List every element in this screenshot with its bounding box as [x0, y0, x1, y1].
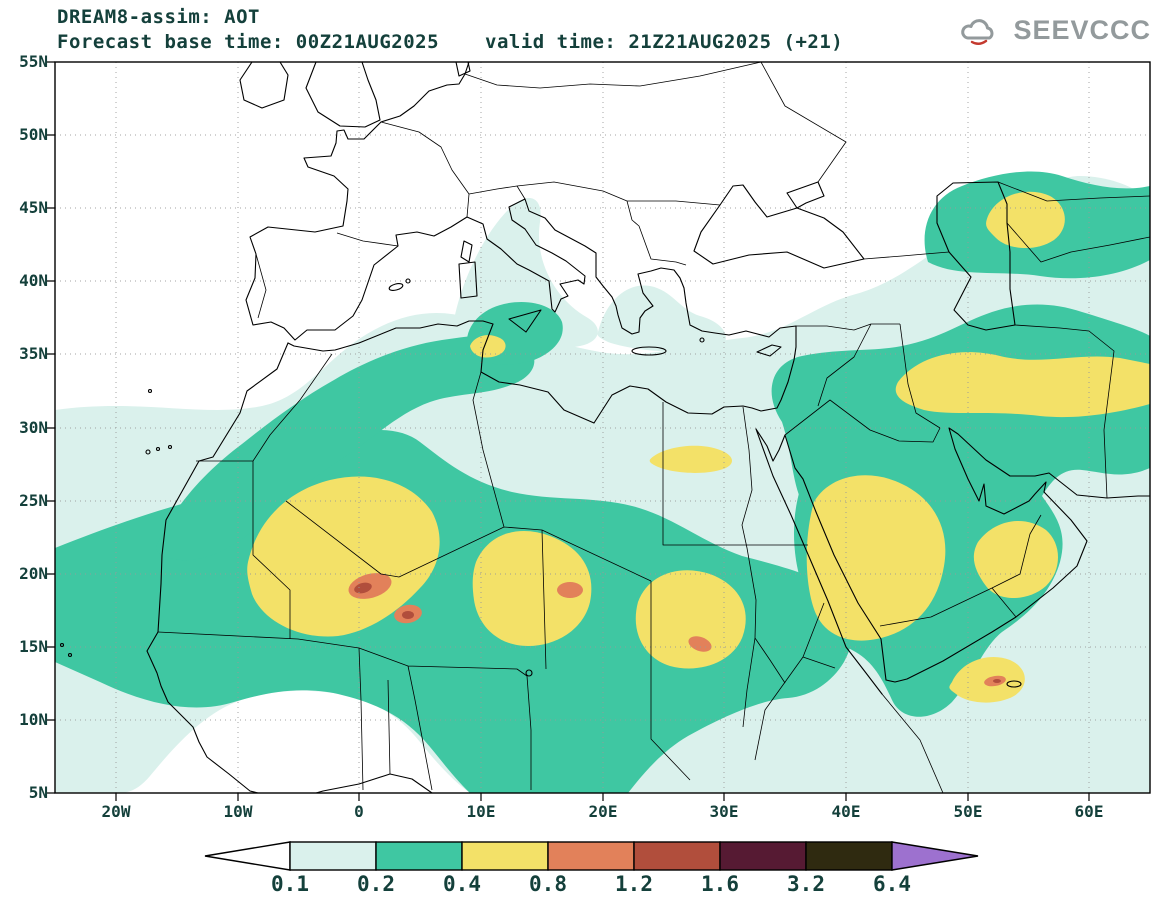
forecast-base-time: Forecast base time: 00Z21AUG2025: [57, 31, 440, 53]
lon-label: 50E: [953, 802, 983, 821]
lat-label: 15N: [19, 637, 48, 656]
lon-label: 10E: [466, 802, 496, 821]
colorbar-label: 0.8: [529, 872, 567, 896]
lat-label: 45N: [19, 198, 48, 217]
colorbar-seg-08: [547, 841, 635, 871]
lat-label: 20N: [19, 564, 48, 583]
colorbar-seg-04: [461, 841, 549, 871]
lat-label: 35N: [19, 344, 48, 363]
lat-label: 25N: [19, 491, 48, 510]
lat-label: 40N: [19, 271, 48, 290]
colorbar-label: 6.4: [873, 872, 911, 896]
seevccc-logo: SEEVCCC: [958, 14, 1151, 46]
lat-label: 10N: [19, 710, 48, 729]
logo-text: SEEVCCC: [1013, 14, 1151, 45]
colorbar: [204, 841, 979, 871]
lon-label: 30E: [709, 802, 739, 821]
axis-ticks: [46, 61, 1090, 801]
valid-time: valid time: 21Z21AUG2025 (+21): [485, 31, 844, 53]
colorbar-arrow-left: [204, 841, 291, 871]
lat-label: 50N: [19, 125, 48, 144]
colorbar-seg-12: [633, 841, 721, 871]
lat-label: 30N: [19, 418, 48, 437]
country-borders: [157, 62, 1150, 793]
colorbar-label: 0.1: [271, 872, 309, 896]
colorbar-seg-01: [289, 841, 377, 871]
colorbar-label: 1.6: [701, 872, 739, 896]
map-frame: [54, 61, 1151, 794]
colorbar-label: 0.2: [357, 872, 395, 896]
colorbar-label: 3.2: [787, 872, 825, 896]
lon-label: 20W: [101, 802, 131, 821]
colorbar-seg-16: [719, 841, 807, 871]
graticule: [55, 62, 1150, 793]
lon-label: 20E: [588, 802, 618, 821]
lon-label: 60E: [1074, 802, 1104, 821]
colorbar-arrow-right: [891, 841, 979, 871]
colorbar-seg-02: [375, 841, 463, 871]
coastlines: [59, 62, 1150, 793]
colorbar-label: 1.2: [615, 872, 653, 896]
aot-level-12-fill: [354, 582, 1001, 683]
lat-label: 55N: [19, 52, 48, 71]
colorbar-seg-32: [805, 841, 893, 871]
plot-title: DREAM8-assim: AOT: [57, 6, 260, 28]
colorbar-label: 0.4: [443, 872, 481, 896]
lon-label: 10W: [223, 802, 253, 821]
aot-level-04-fill: [247, 191, 1150, 703]
lat-label: 5N: [28, 783, 48, 802]
cloud-icon: [961, 19, 994, 45]
lon-label: 0: [354, 802, 364, 821]
plot-subtitle: Forecast base time: 00Z21AUG2025 valid ti…: [57, 31, 843, 53]
lon-label: 40E: [831, 802, 861, 821]
